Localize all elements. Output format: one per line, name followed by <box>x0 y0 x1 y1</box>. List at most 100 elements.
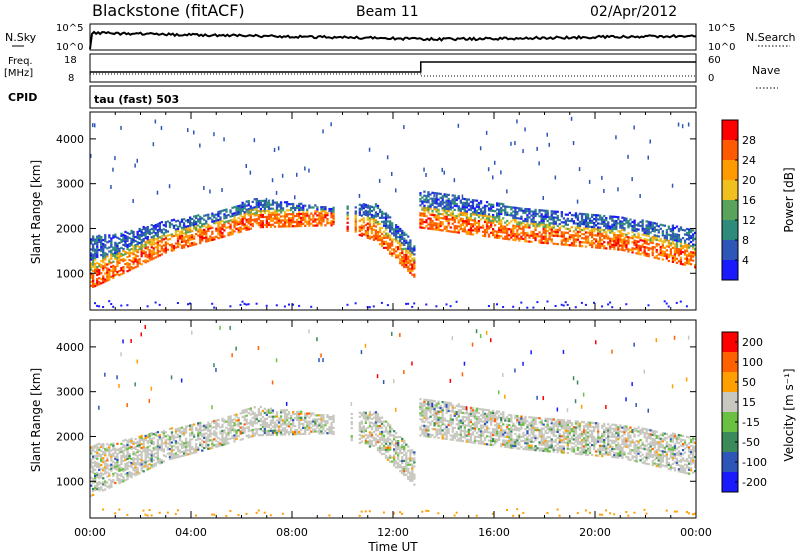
echo-cell <box>564 227 567 230</box>
echo-cell <box>465 214 468 217</box>
echo-cell <box>100 474 103 477</box>
scatter-cell <box>647 155 649 160</box>
echo-cell <box>494 236 497 239</box>
echo-cell <box>500 225 503 228</box>
echo-cell <box>275 207 279 210</box>
echo-cell <box>409 459 412 462</box>
echo-cell <box>548 232 551 235</box>
echo-cell <box>100 282 103 285</box>
echo-cell <box>427 193 430 196</box>
echo-cell <box>189 244 192 247</box>
echo-cell <box>108 234 111 237</box>
echo-cell <box>263 421 266 425</box>
echo-cell <box>285 209 289 212</box>
echo-cell <box>445 209 448 212</box>
echo-cell <box>362 415 365 418</box>
echo-cell <box>285 415 289 418</box>
echo-cell <box>156 241 159 244</box>
echo-cell <box>423 200 426 203</box>
echo-cell <box>397 236 400 239</box>
echo-cell <box>358 203 361 206</box>
echo-cell <box>237 231 240 234</box>
echo-cell <box>231 228 234 232</box>
echo-cell <box>290 427 293 430</box>
echo-cell <box>574 222 578 225</box>
scatter-cell <box>154 119 157 124</box>
echo-cell <box>457 213 460 216</box>
echo-cell <box>639 237 642 240</box>
echo-cell <box>128 269 131 272</box>
echo-cell <box>132 463 135 466</box>
y-tick-label: 3000 <box>56 178 84 191</box>
echo-cell <box>96 273 99 277</box>
echo-cell <box>582 227 586 230</box>
echo-cell <box>498 222 501 225</box>
echo-cell <box>150 224 153 227</box>
echo-cell <box>118 482 121 485</box>
echo-cell <box>512 216 515 219</box>
echo-cell <box>126 262 129 265</box>
echo-cell <box>90 458 93 461</box>
echo-cell <box>397 230 400 233</box>
echo-cell <box>637 236 640 239</box>
echo-cell <box>294 208 297 212</box>
echo-cell <box>380 226 384 229</box>
echo-cell <box>320 214 323 217</box>
echo-cell <box>249 423 252 426</box>
echo-cell <box>176 435 180 438</box>
echo-cell <box>316 420 319 423</box>
echo-cell <box>294 221 297 224</box>
echo-cell <box>332 416 335 419</box>
echo-cell <box>233 440 236 443</box>
echo-cell <box>481 226 485 229</box>
echo-cell <box>431 211 434 215</box>
ground-cell <box>445 303 448 306</box>
echo-cell <box>263 201 266 204</box>
echo-cell <box>568 211 571 214</box>
echo-cell <box>114 463 117 466</box>
echo-cell <box>366 214 369 217</box>
echo-cell <box>156 441 159 444</box>
echo-cell <box>645 242 648 245</box>
echo-cell <box>102 481 105 484</box>
echo-cell <box>399 452 402 455</box>
echo-cell <box>389 230 392 233</box>
echo-cell <box>421 208 424 211</box>
echo-cell <box>332 208 335 211</box>
echo-cell <box>197 430 200 433</box>
echo-cell <box>384 232 388 235</box>
echo-cell <box>467 230 470 233</box>
echo-cell <box>247 204 250 207</box>
echo-cell <box>160 221 163 224</box>
echo-cell <box>229 215 232 218</box>
echo-cell <box>164 439 167 442</box>
echo-cell <box>485 229 489 232</box>
echo-cell <box>504 235 507 238</box>
echo-cell <box>312 224 315 227</box>
echo-cell <box>140 243 143 246</box>
echo-cell <box>184 453 188 456</box>
echo-cell <box>635 236 638 239</box>
echo-cell <box>221 433 224 437</box>
echo-cell <box>599 242 602 245</box>
scatter-cell <box>193 130 195 135</box>
echo-cell <box>100 460 103 463</box>
echo-cell <box>498 234 501 237</box>
echo-cell <box>279 209 283 212</box>
echo-cell <box>389 216 392 219</box>
echo-cell <box>154 448 157 451</box>
echo-cell <box>205 428 208 431</box>
echo-cell <box>142 466 145 469</box>
echo-cell <box>487 209 491 212</box>
echo-cell <box>399 470 402 473</box>
echo-cell <box>683 233 687 236</box>
echo-cell <box>386 234 390 237</box>
echo-cell <box>92 281 95 284</box>
echo-cell <box>386 450 390 453</box>
echo-cell <box>126 476 129 479</box>
echo-cell <box>193 435 196 438</box>
echo-cell <box>132 253 135 256</box>
echo-cell <box>156 247 159 250</box>
echo-cell <box>568 227 571 231</box>
echo-cell <box>405 455 408 458</box>
